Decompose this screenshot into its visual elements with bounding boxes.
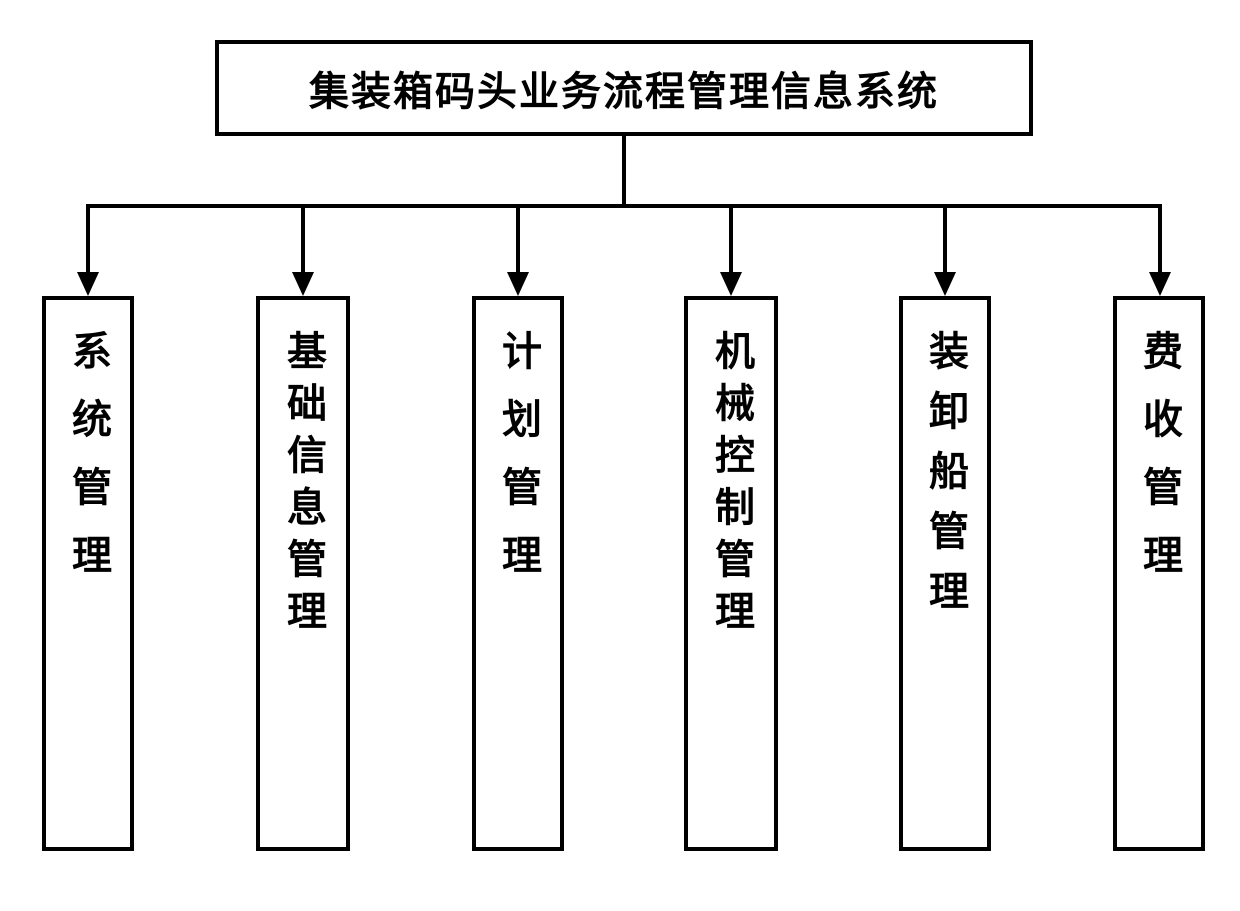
connector-drop-1 [301,204,305,272]
arrow-5 [1149,272,1171,296]
child-node-3: 机械控制管理 [684,296,778,851]
connector-drop-5 [1158,204,1162,272]
arrow-2 [507,272,529,296]
child-label-2: 计划管理 [489,330,547,602]
child-node-1: 基础信息管理 [256,296,350,851]
child-label-5: 费收管理 [1130,330,1188,602]
arrow-1 [292,272,314,296]
arrow-3 [720,272,742,296]
root-label: 集装箱码头业务流程管理信息系统 [309,59,939,117]
child-node-5: 费收管理 [1113,296,1205,851]
child-label-4: 装卸船管理 [916,330,974,630]
child-label-1: 基础信息管理 [274,330,332,642]
arrow-4 [934,272,956,296]
connector-drop-0 [86,204,90,272]
connector-horizontal [86,204,1162,208]
child-node-2: 计划管理 [472,296,564,851]
connector-drop-3 [729,204,733,272]
connector-root-drop [622,136,626,204]
root-node: 集装箱码头业务流程管理信息系统 [215,40,1033,136]
arrow-0 [77,272,99,296]
child-label-3: 机械控制管理 [702,330,760,642]
child-node-0: 系统管理 [42,296,134,851]
child-node-4: 装卸船管理 [899,296,991,851]
connector-drop-2 [516,204,520,272]
connector-drop-4 [943,204,947,272]
child-label-0: 系统管理 [59,330,117,602]
